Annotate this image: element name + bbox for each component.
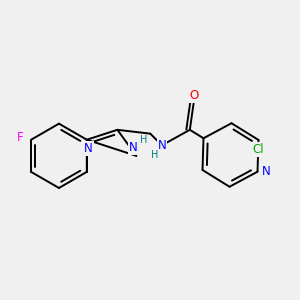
- Text: H: H: [151, 150, 159, 160]
- Text: F: F: [17, 131, 24, 144]
- Text: O: O: [189, 89, 198, 102]
- Text: Cl: Cl: [252, 143, 263, 156]
- Text: N: N: [84, 142, 93, 155]
- Text: N: N: [158, 139, 166, 152]
- Text: H: H: [140, 135, 147, 145]
- Text: N: N: [262, 165, 270, 178]
- Text: N: N: [129, 141, 138, 154]
